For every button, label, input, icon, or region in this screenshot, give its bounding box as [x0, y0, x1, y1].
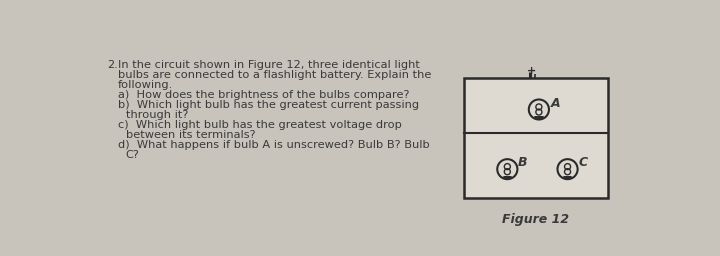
Text: b)  Which light bulb has the greatest current passing: b) Which light bulb has the greatest cur…	[118, 100, 419, 110]
Text: +: +	[527, 66, 536, 76]
Text: bulbs are connected to a flashlight battery. Explain the: bulbs are connected to a flashlight batt…	[118, 70, 431, 80]
Text: d)  What happens if bulb A is unscrewed? Bulb B? Bulb: d) What happens if bulb A is unscrewed? …	[118, 140, 430, 150]
Text: a)  How does the brightness of the bulbs compare?: a) How does the brightness of the bulbs …	[118, 90, 410, 100]
Text: following.: following.	[118, 80, 173, 90]
Bar	[464, 78, 608, 198]
Text: C?: C?	[126, 150, 140, 160]
Text: through it?: through it?	[126, 110, 188, 120]
Text: In the circuit shown in Figure 12, three identical light: In the circuit shown in Figure 12, three…	[118, 60, 420, 70]
Text: C: C	[578, 156, 588, 169]
Text: B: B	[518, 156, 528, 169]
Text: Figure 12: Figure 12	[503, 213, 570, 226]
Text: 2.: 2.	[107, 60, 118, 70]
Text: A: A	[551, 97, 560, 110]
Text: between its terminals?: between its terminals?	[126, 130, 256, 140]
Text: c)  Which light bulb has the greatest voltage drop: c) Which light bulb has the greatest vol…	[118, 120, 402, 130]
